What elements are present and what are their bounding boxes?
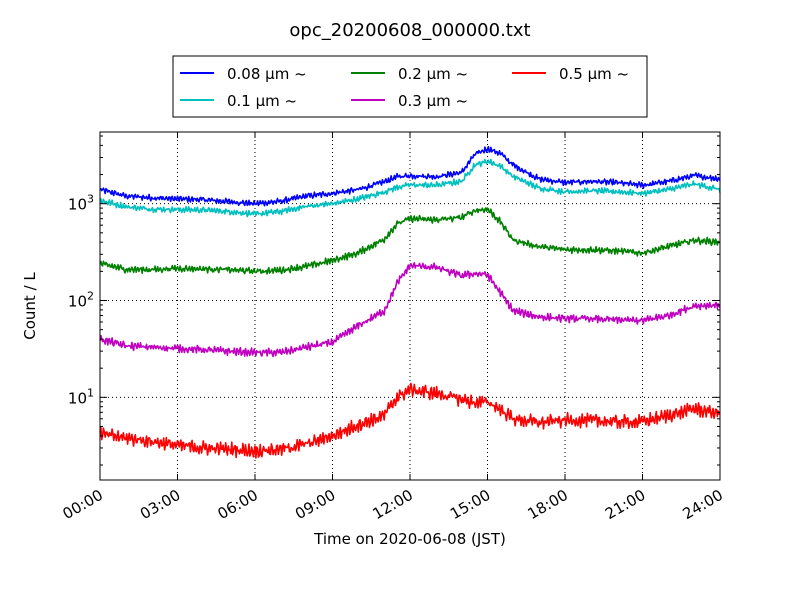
x-tick-label: 09:00 bbox=[292, 486, 338, 523]
y-tick-label: 101 bbox=[68, 386, 94, 407]
x-tick-label: 12:00 bbox=[370, 486, 416, 523]
x-tick-label: 03:00 bbox=[137, 486, 183, 523]
x-axis-label: Time on 2020-06-08 (JST) bbox=[313, 530, 506, 548]
x-tick-label: 24:00 bbox=[680, 486, 726, 523]
x-tick-label: 06:00 bbox=[215, 486, 261, 523]
x-tick-label: 15:00 bbox=[447, 486, 493, 523]
chart-title: opc_20200608_000000.txt bbox=[289, 20, 530, 41]
legend-entry: 0.5 μm ~ bbox=[559, 65, 629, 83]
x-tick-label: 21:00 bbox=[602, 486, 648, 523]
legend-entry: 0.3 μm ~ bbox=[398, 92, 468, 110]
y-axis-label: Count / L bbox=[21, 272, 39, 340]
series-line-3 bbox=[99, 261, 721, 358]
grid bbox=[100, 132, 720, 480]
series-line-5 bbox=[99, 382, 721, 459]
series-line-2 bbox=[99, 207, 721, 275]
series-lines bbox=[99, 145, 721, 459]
y-tick-label: 103 bbox=[68, 193, 94, 214]
legend-entry: 0.2 μm ~ bbox=[398, 65, 468, 83]
legend-entry: 0.1 μm ~ bbox=[227, 92, 297, 110]
y-tick-label: 102 bbox=[68, 290, 94, 311]
x-tick-label: 00:00 bbox=[60, 486, 106, 523]
series-line-1 bbox=[99, 158, 721, 218]
legend-box bbox=[172, 55, 648, 118]
x-tick-label: 18:00 bbox=[525, 486, 571, 523]
series-line-0 bbox=[99, 145, 721, 207]
legend-entry: 0.08 μm ~ bbox=[227, 65, 307, 83]
legend: 0.08 μm ~ 0.1 μm ~ 0.2 μm ~ 0.3 μm ~ 0.5 μm … bbox=[172, 55, 648, 118]
